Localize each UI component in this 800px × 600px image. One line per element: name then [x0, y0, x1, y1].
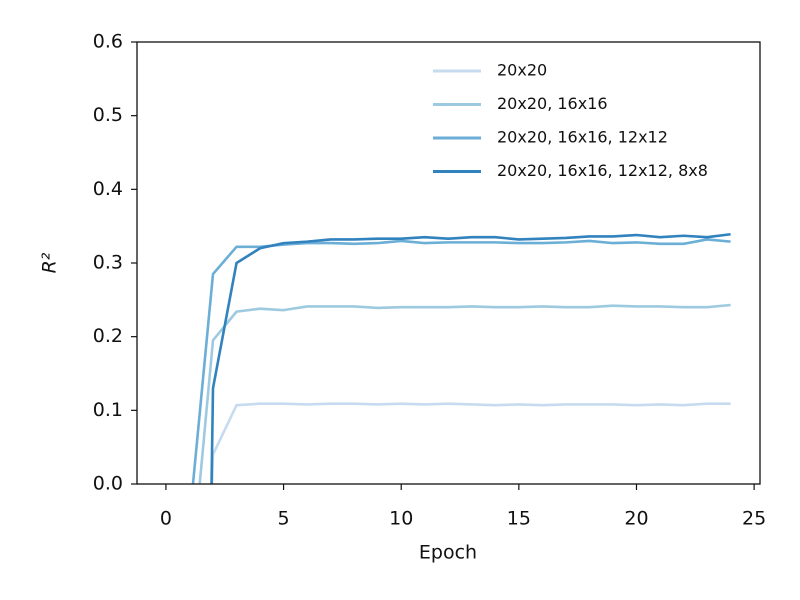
x-axis-label: Epoch: [419, 542, 477, 564]
legend-label: 20x20, 16x16, 12x12, 8x8: [497, 161, 708, 180]
series-line: [210, 232, 731, 484]
x-tick-label: 0: [160, 508, 172, 530]
x-tick-label: 15: [507, 508, 531, 530]
x-tick-label: 5: [278, 508, 290, 530]
legend-label: 20x20, 16x16: [497, 94, 608, 113]
legend-label: 20x20: [497, 61, 547, 80]
y-axis-label: R²: [39, 252, 61, 273]
y-tick-label: 0.2: [93, 325, 123, 347]
y-tick-label: 0.0: [93, 473, 123, 495]
series-line: [198, 303, 731, 484]
series-line: [191, 238, 731, 484]
plot-lines: [191, 232, 731, 484]
x-tick-label: 10: [389, 508, 413, 530]
x-tick-label: 25: [742, 508, 766, 530]
y-tick-label: 0.6: [93, 31, 123, 53]
y-tick-label: 0.1: [93, 399, 123, 421]
y-tick-label: 0.3: [93, 252, 123, 274]
x-tick-label: 20: [624, 508, 648, 530]
y-tick-label: 0.5: [93, 104, 123, 126]
plot-frame: [136, 41, 761, 485]
series-line: [210, 402, 731, 484]
legend-label: 20x20, 16x16, 12x12: [497, 128, 668, 147]
y-tick-label: 0.4: [93, 178, 123, 200]
